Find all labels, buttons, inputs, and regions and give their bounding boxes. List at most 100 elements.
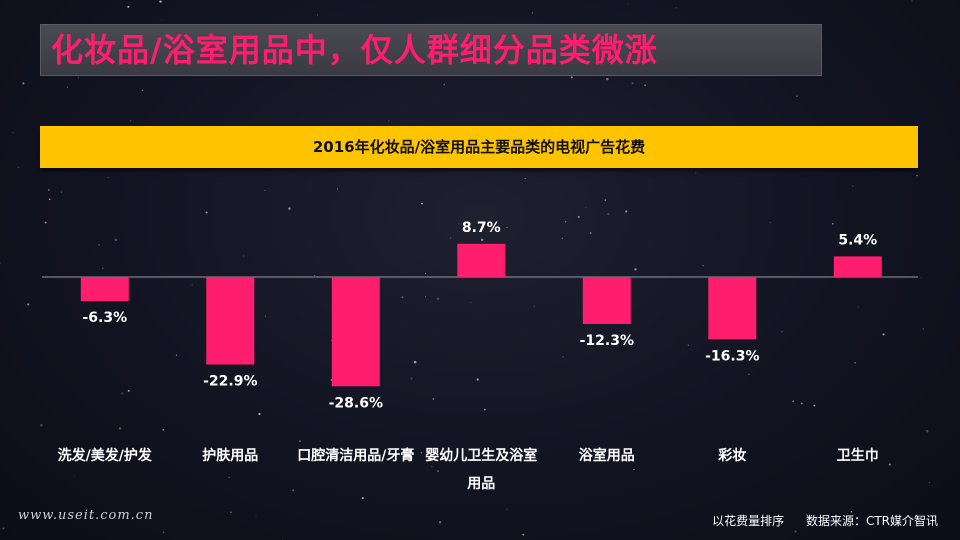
star-dot bbox=[506, 508, 508, 510]
category-label: 卫生巾 bbox=[836, 448, 879, 464]
star-dot bbox=[330, 339, 332, 341]
star-dot bbox=[577, 215, 580, 218]
star-dot bbox=[421, 202, 423, 205]
star-dot bbox=[920, 277, 922, 279]
star-dot bbox=[644, 84, 646, 87]
star-dot bbox=[792, 400, 794, 403]
star-dot bbox=[114, 238, 118, 242]
star-dot bbox=[514, 447, 517, 450]
star-dot bbox=[432, 398, 434, 400]
star-dot bbox=[800, 402, 803, 405]
star-dot bbox=[205, 211, 208, 214]
star-dot bbox=[625, 210, 628, 213]
star-dot bbox=[561, 237, 563, 239]
star-dot bbox=[631, 82, 634, 85]
data-label: -6.3% bbox=[82, 310, 127, 326]
star-dot bbox=[695, 172, 697, 174]
star-dot bbox=[443, 83, 446, 86]
star-dot bbox=[12, 131, 14, 134]
footer-sort-note: 以花费量排序 bbox=[712, 514, 785, 528]
star-dot bbox=[533, 305, 535, 307]
star-dot bbox=[431, 465, 433, 468]
star-dot bbox=[882, 333, 885, 336]
star-dot bbox=[191, 284, 193, 286]
star-dot bbox=[40, 423, 43, 427]
category-label: 彩妆 bbox=[718, 448, 747, 464]
star-dot bbox=[230, 511, 232, 513]
bar bbox=[582, 277, 631, 324]
star-dot bbox=[522, 533, 525, 536]
star-dot bbox=[675, 7, 677, 9]
star-dot bbox=[470, 302, 472, 304]
star-dot bbox=[813, 404, 816, 407]
page-title: 化妆品/浴室用品中，仅人群细分品类微涨 bbox=[51, 31, 658, 69]
star-dot bbox=[127, 5, 130, 8]
footer-url: www.useit.com.cn bbox=[18, 508, 154, 523]
star-dot bbox=[770, 222, 771, 223]
star-dot bbox=[22, 82, 25, 85]
star-dot bbox=[387, 119, 390, 122]
bar bbox=[331, 277, 380, 387]
star-dot bbox=[118, 427, 122, 430]
star-dot bbox=[436, 297, 440, 301]
star-dot bbox=[361, 497, 364, 500]
star-dot bbox=[437, 470, 439, 472]
bar bbox=[833, 256, 882, 277]
bar bbox=[80, 277, 129, 302]
star-dot bbox=[159, 0, 162, 3]
star-dot bbox=[449, 237, 452, 239]
star-dot bbox=[922, 328, 924, 330]
star-dot bbox=[27, 303, 30, 306]
star-dot bbox=[424, 296, 426, 298]
star-dot bbox=[17, 166, 20, 169]
star-dot bbox=[852, 185, 854, 187]
star-dot bbox=[264, 189, 266, 192]
star-dot bbox=[748, 373, 750, 375]
star-dot bbox=[337, 188, 339, 190]
data-label: 8.7% bbox=[462, 220, 501, 236]
star-dot bbox=[633, 468, 635, 471]
star-dot bbox=[48, 198, 51, 201]
data-label: -12.3% bbox=[580, 333, 634, 349]
star-dot bbox=[228, 476, 230, 479]
star-dot bbox=[585, 207, 587, 208]
star-dot bbox=[483, 408, 486, 411]
title-bar: 化妆品/浴室用品中，仅人群细分品类微涨 bbox=[40, 24, 822, 76]
star-dot bbox=[242, 255, 244, 257]
bar bbox=[708, 277, 757, 340]
star-dot bbox=[607, 212, 610, 216]
footer-source: 数据来源：CTR媒介智讯 bbox=[805, 514, 938, 528]
data-label: -16.3% bbox=[705, 348, 759, 364]
star-dot bbox=[606, 77, 609, 81]
star-dot bbox=[928, 481, 931, 484]
star-dot bbox=[98, 243, 101, 246]
chart-title: 2016年化妆品/浴室用品主要品类的电视广告花费 bbox=[312, 138, 646, 156]
bar bbox=[206, 277, 255, 365]
star-dot bbox=[458, 223, 460, 225]
star-dot bbox=[476, 378, 479, 381]
star-dot bbox=[161, 19, 163, 21]
star-dot bbox=[438, 521, 442, 524]
star-dot bbox=[916, 174, 918, 177]
data-label: -28.6% bbox=[329, 395, 383, 411]
star-dot bbox=[589, 232, 592, 234]
star-dot bbox=[634, 268, 637, 271]
star-dot bbox=[127, 389, 130, 392]
star-dot bbox=[2, 527, 5, 530]
star-dot bbox=[44, 221, 47, 224]
category-label: 婴幼儿卫生及浴室用品 bbox=[425, 448, 538, 492]
star-dot bbox=[264, 315, 266, 317]
star-dot bbox=[77, 77, 79, 79]
star-dot bbox=[282, 538, 284, 540]
star-dot bbox=[565, 221, 567, 223]
star-dot bbox=[926, 430, 929, 433]
category-label: 浴室用品 bbox=[578, 448, 635, 464]
star-dot bbox=[141, 89, 144, 92]
star-dot bbox=[67, 86, 69, 88]
star-dot bbox=[410, 377, 413, 380]
data-label: -22.9% bbox=[203, 374, 257, 390]
chart-title-bar: 2016年化妆品/浴室用品主要品类的电视广告花费 bbox=[40, 126, 918, 168]
star-dot bbox=[299, 440, 301, 442]
star-dot bbox=[506, 227, 508, 229]
star-dot bbox=[121, 392, 124, 395]
